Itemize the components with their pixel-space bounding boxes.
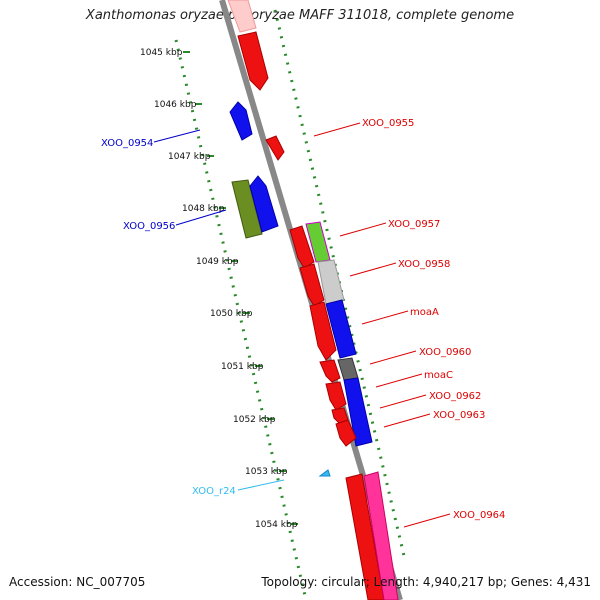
leader-xoo-0954: [153, 129, 201, 143]
leader-moaC: [375, 373, 423, 388]
leader-xoo-r24: [237, 479, 285, 491]
leader-xoo-0955: [313, 122, 361, 137]
scale-label-1048: 1048 kbp: [182, 204, 225, 214]
leader-xoo-0963: [383, 413, 431, 428]
scale-label-1049: 1049 kbp: [196, 257, 239, 267]
genome-summary: Topology: circular; Length: 4,940,217 bp…: [261, 575, 591, 589]
leader-xoo-0962: [379, 394, 427, 409]
scale-label-1046: 1046 kbp: [154, 100, 197, 110]
gene-label-xoo-0954[interactable]: XOO_0954: [101, 138, 153, 149]
leader-xoo-0958: [349, 262, 397, 277]
gene-moaC-blue[interactable]: [343, 377, 373, 447]
gene-xoo-r24-trna[interactable]: [318, 469, 331, 477]
gene-red-5[interactable]: [325, 381, 347, 411]
scale-label-1050: 1050 kbp: [210, 309, 253, 319]
scale-label-1047: 1047 kbp: [168, 152, 211, 162]
gene-olive[interactable]: [231, 179, 263, 239]
leader-xoo-0960: [369, 350, 417, 365]
gene-label-xoo-0963[interactable]: XOO_0963: [433, 410, 485, 421]
page-title: Xanthomonas oryzae pv. oryzae MAFF 31101…: [85, 8, 515, 23]
leader-moaA: [361, 310, 409, 325]
gene-xoo-0956[interactable]: [249, 175, 279, 233]
leader-xoo-0956: [175, 209, 227, 226]
scale-ticks: [183, 51, 298, 525]
scale-label-1053: 1053 kbp: [245, 467, 288, 477]
gene-label-xoo-0958[interactable]: XOO_0958: [398, 259, 450, 270]
gene-red-3[interactable]: [309, 301, 337, 361]
gene-label-xoo-0962[interactable]: XOO_0962: [429, 391, 481, 402]
scale-label-1051: 1051 kbp: [221, 362, 264, 372]
scale-label-1045: 1045 kbp: [140, 48, 183, 58]
gene-label-moaC[interactable]: moaC: [424, 370, 453, 381]
scale-label-1052: 1052 kbp: [233, 415, 276, 425]
gene-label-xoo-0960[interactable]: XOO_0960: [419, 347, 471, 358]
gene-xoo-0958-grey[interactable]: [317, 259, 345, 305]
gene-xoo-0964-pink[interactable]: [363, 471, 399, 600]
gene-label-xoo-0957[interactable]: XOO_0957: [388, 219, 440, 230]
leader-xoo-0957: [339, 222, 387, 237]
gene-xoo-0964-red[interactable]: [345, 473, 385, 600]
gene-xoo-0954[interactable]: [229, 101, 253, 141]
gene-label-xoo-0955[interactable]: XOO_0955: [362, 118, 414, 129]
leader-xoo-0964: [403, 513, 451, 528]
gene-label-xoo-r24[interactable]: XOO_r24: [192, 486, 236, 497]
gene-red-small[interactable]: [265, 135, 285, 161]
gene-label-xoo-0956[interactable]: XOO_0956: [123, 221, 175, 232]
scale-label-1054: 1054 kbp: [255, 520, 298, 530]
gene-red-7[interactable]: [335, 419, 357, 447]
gene-label-moaA[interactable]: moaA: [410, 307, 439, 318]
gene-red-4[interactable]: [319, 359, 341, 383]
accession-label: Accession: NC_007705: [9, 575, 146, 589]
gene-moaA[interactable]: [325, 299, 357, 359]
gene-red-top[interactable]: [237, 31, 269, 91]
gene-xoo-0960-darkgrey[interactable]: [337, 357, 359, 381]
gene-light-red[interactable]: [227, 0, 257, 33]
gene-label-xoo-0964[interactable]: XOO_0964: [453, 510, 505, 521]
